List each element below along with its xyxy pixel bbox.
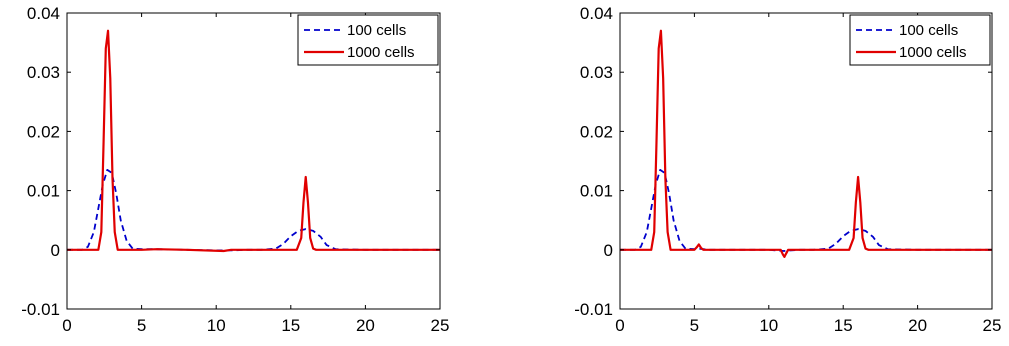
x-tick-label: 25 [431,316,450,335]
y-tick-label: -0.01 [574,300,613,319]
series-group [67,29,440,253]
x-tick-label: 15 [281,316,300,335]
x-tick-label: 10 [207,316,226,335]
x-tick-label: 15 [834,316,853,335]
series-line-solid [620,29,992,258]
legend-entry: 100 cells [899,22,958,39]
y-tick-label: 0 [604,241,613,260]
legend: 100 cells 1000 cells [849,14,991,66]
x-tick-label: 10 [759,316,778,335]
x-tick-label: 5 [137,316,146,335]
series-line-solid [67,29,440,253]
y-tick-label: 0.02 [580,122,613,141]
y-tick-label: 0.01 [580,182,613,201]
x-tick-label: 20 [356,316,375,335]
y-tick-label: -0.01 [21,300,60,319]
x-tick-label: 0 [615,316,624,335]
axes-box [66,12,441,310]
y-tick-label: 0.03 [27,63,60,82]
legend-entry: 1000 cells [347,44,415,61]
y-tick-label: 0.04 [580,4,613,23]
x-tick-label: 0 [62,316,71,335]
y-tick-label: 0 [51,241,60,260]
legend-entry: 100 cells [347,22,406,39]
y-tick-label: 0.04 [27,4,60,23]
y-tick-label: 0.02 [27,122,60,141]
legend-box [849,14,991,66]
x-tick-label: 5 [690,316,699,335]
y-tick-label: 0.03 [580,63,613,82]
legend-box [297,14,439,66]
y-tick-label: 0.01 [27,182,60,201]
x-tick-label: 20 [908,316,927,335]
axes-box [619,12,993,310]
x-tick-label: 25 [983,316,1002,335]
legend: 100 cells 1000 cells [297,14,439,66]
legend-entry: 1000 cells [899,44,967,61]
series-group [620,29,992,258]
